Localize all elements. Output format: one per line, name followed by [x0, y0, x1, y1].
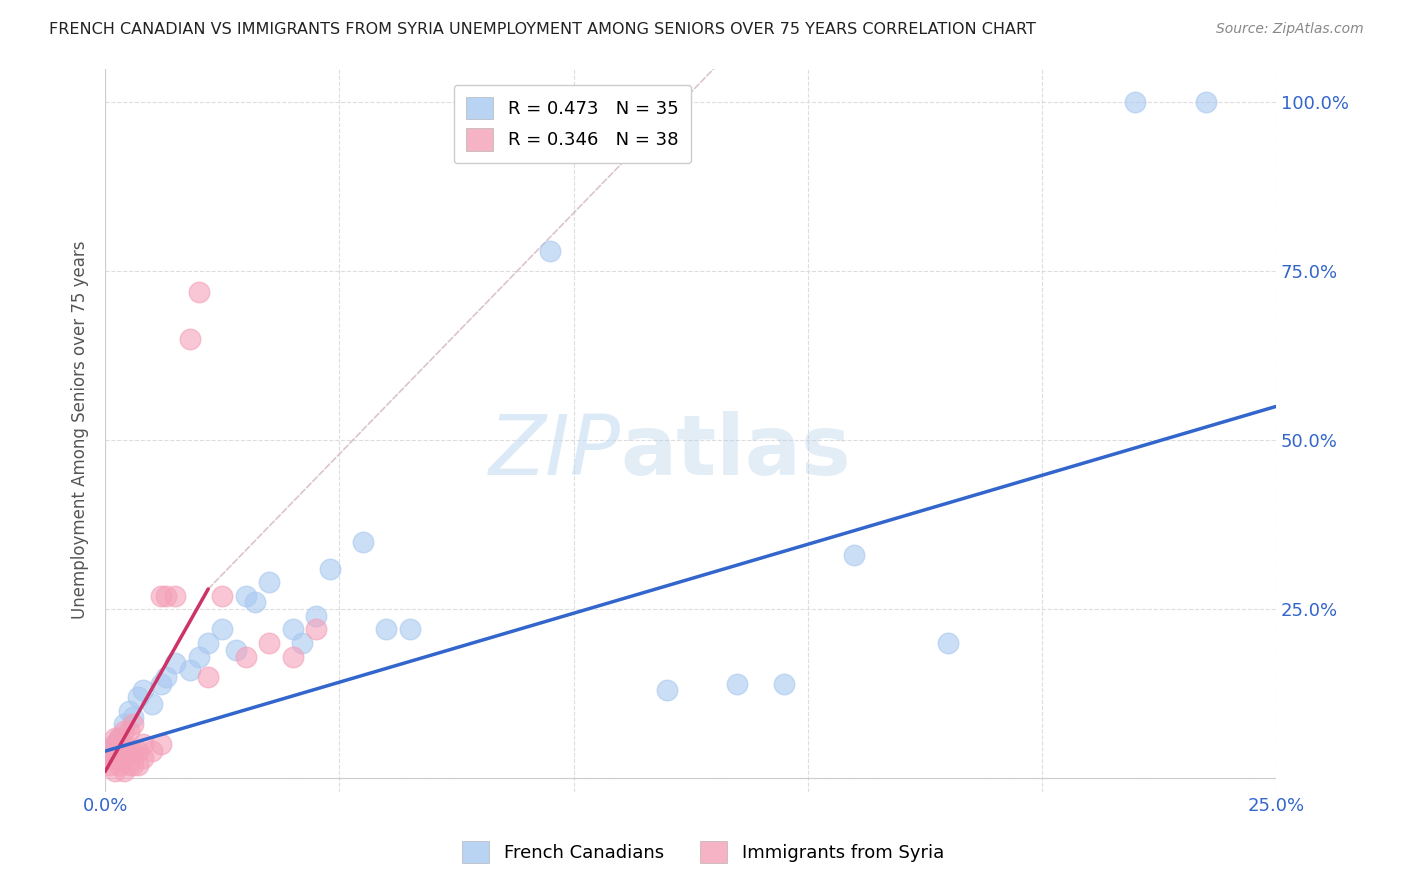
Point [131, 751, 153, 765]
Point [127, 744, 149, 758]
Point [108, 744, 131, 758]
Y-axis label: Unemployment Among Seniors over 75 years: Unemployment Among Seniors over 75 years [72, 241, 89, 619]
Point [197, 636, 219, 650]
Point [112, 723, 135, 738]
Point [375, 623, 398, 637]
Point [165, 657, 187, 671]
Point [127, 757, 149, 772]
Point [108, 751, 131, 765]
Point [131, 738, 153, 752]
Point [98, 751, 121, 765]
Point [98, 757, 121, 772]
Point [112, 764, 135, 779]
Point [211, 589, 233, 603]
Legend: French Canadians, Immigrants from Syria: French Canadians, Immigrants from Syria [451, 830, 955, 874]
Text: ZIP: ZIP [488, 411, 620, 492]
Point [773, 676, 796, 690]
Point [98, 744, 121, 758]
Point [112, 751, 135, 765]
Point [281, 649, 304, 664]
Point [150, 589, 173, 603]
Point [179, 663, 201, 677]
Point [117, 744, 139, 758]
Point [122, 757, 145, 772]
Point [108, 731, 131, 745]
Point [103, 764, 125, 779]
Point [197, 670, 219, 684]
Point [150, 676, 173, 690]
Point [291, 636, 314, 650]
Point [108, 731, 131, 745]
Point [235, 589, 257, 603]
Point [112, 738, 135, 752]
Point [1125, 95, 1147, 110]
Point [108, 757, 131, 772]
Point [281, 623, 304, 637]
Point [103, 751, 125, 765]
Point [844, 548, 866, 562]
Point [1195, 95, 1218, 110]
Point [150, 738, 173, 752]
Point [657, 683, 679, 698]
Point [122, 710, 145, 724]
Point [187, 649, 209, 664]
Point [122, 744, 145, 758]
Point [225, 642, 247, 657]
Point [305, 623, 328, 637]
Point [155, 670, 177, 684]
Point [103, 731, 125, 745]
Point [117, 704, 139, 718]
Point [122, 717, 145, 731]
Point [179, 332, 201, 346]
Point [352, 534, 374, 549]
Point [305, 609, 328, 624]
Point [211, 623, 233, 637]
Point [936, 636, 959, 650]
Point [112, 717, 135, 731]
Point [235, 649, 257, 664]
Text: atlas: atlas [620, 411, 851, 492]
Point [103, 738, 125, 752]
Point [117, 723, 139, 738]
Text: Source: ZipAtlas.com: Source: ZipAtlas.com [1216, 22, 1364, 37]
Point [257, 636, 280, 650]
Point [257, 575, 280, 590]
Point [131, 683, 153, 698]
Point [725, 676, 748, 690]
Text: FRENCH CANADIAN VS IMMIGRANTS FROM SYRIA UNEMPLOYMENT AMONG SENIORS OVER 75 YEAR: FRENCH CANADIAN VS IMMIGRANTS FROM SYRIA… [49, 22, 1036, 37]
Point [319, 562, 342, 576]
Legend: R = 0.473   N = 35, R = 0.346   N = 38: R = 0.473 N = 35, R = 0.346 N = 38 [454, 85, 692, 163]
Point [98, 744, 121, 758]
Point [243, 595, 266, 609]
Point [538, 244, 561, 258]
Point [398, 623, 420, 637]
Point [187, 285, 209, 299]
Point [141, 744, 163, 758]
Point [165, 589, 187, 603]
Point [141, 697, 163, 711]
Point [117, 757, 139, 772]
Point [127, 690, 149, 704]
Point [103, 738, 125, 752]
Point [155, 589, 177, 603]
